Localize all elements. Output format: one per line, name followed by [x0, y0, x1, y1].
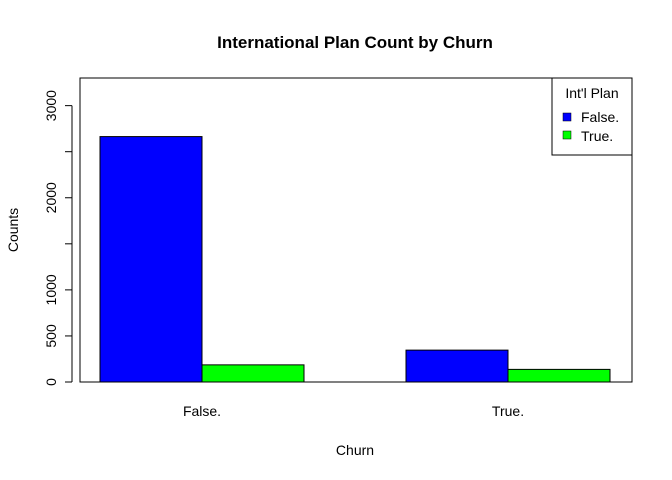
y-tick-label: 3000	[43, 90, 59, 121]
y-axis: 0 500 1000 2000 3000	[43, 90, 73, 386]
x-axis: False. True.	[183, 403, 524, 419]
legend-label-false: False.	[581, 109, 619, 125]
legend: Int'l Plan False. True.	[551, 77, 633, 156]
bar-true-false	[405, 349, 509, 383]
legend-label-true: True.	[581, 128, 613, 144]
y-tick-label: 1000	[43, 274, 59, 305]
x-tick-label: True.	[492, 403, 524, 419]
bars-group	[99, 136, 611, 383]
chart-title: International Plan Count by Churn	[217, 33, 493, 52]
x-axis-label: Churn	[336, 442, 374, 458]
bar-false-false	[99, 136, 203, 383]
x-tick-label: False.	[183, 403, 221, 419]
bar-true-true	[507, 368, 611, 383]
y-tick-label: 500	[43, 324, 59, 348]
legend-swatch-false	[562, 112, 572, 122]
y-axis-label: Counts	[5, 208, 21, 252]
y-tick-label: 2000	[43, 182, 59, 213]
bar-false-true	[201, 364, 305, 383]
plot-area-border	[79, 77, 633, 383]
y-tick-label: 0	[43, 378, 59, 386]
legend-swatch-true	[562, 130, 572, 140]
legend-title: Int'l Plan	[565, 85, 618, 101]
